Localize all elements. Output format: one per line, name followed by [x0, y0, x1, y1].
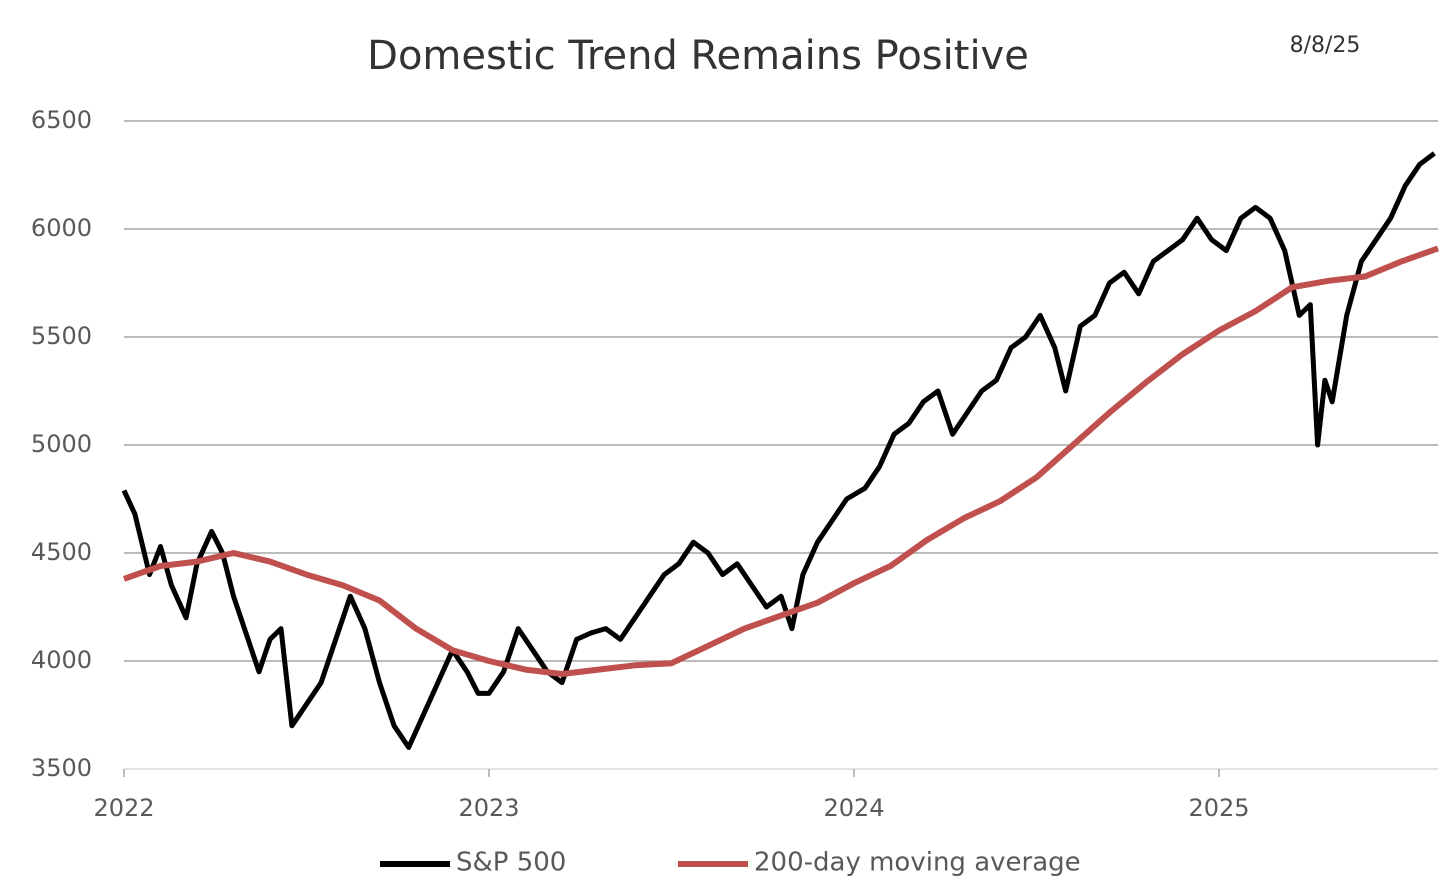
x-tick-label: 2024 — [823, 794, 884, 822]
series-line — [123, 245, 1440, 677]
y-tick-label: 3500 — [31, 754, 92, 782]
x-tick-label: 2023 — [458, 794, 519, 822]
legend-label: S&P 500 — [456, 848, 566, 878]
x-tick-label: 2025 — [1188, 794, 1249, 822]
legend-label: 200-day moving average — [754, 848, 1081, 878]
date-annotation: 8/8/25 — [1290, 33, 1361, 58]
y-tick-label: 4000 — [31, 646, 92, 674]
chart-title: Domestic Trend Remains Positive — [367, 33, 1029, 79]
series-line — [121, 151, 1436, 750]
y-tick-label: 6500 — [31, 106, 92, 134]
x-tick-label: 2022 — [93, 794, 154, 822]
y-tick-label: 5000 — [31, 430, 92, 458]
y-tick-label: 4500 — [31, 538, 92, 566]
y-tick-label: 6000 — [31, 214, 92, 242]
y-tick-label: 5500 — [31, 322, 92, 350]
